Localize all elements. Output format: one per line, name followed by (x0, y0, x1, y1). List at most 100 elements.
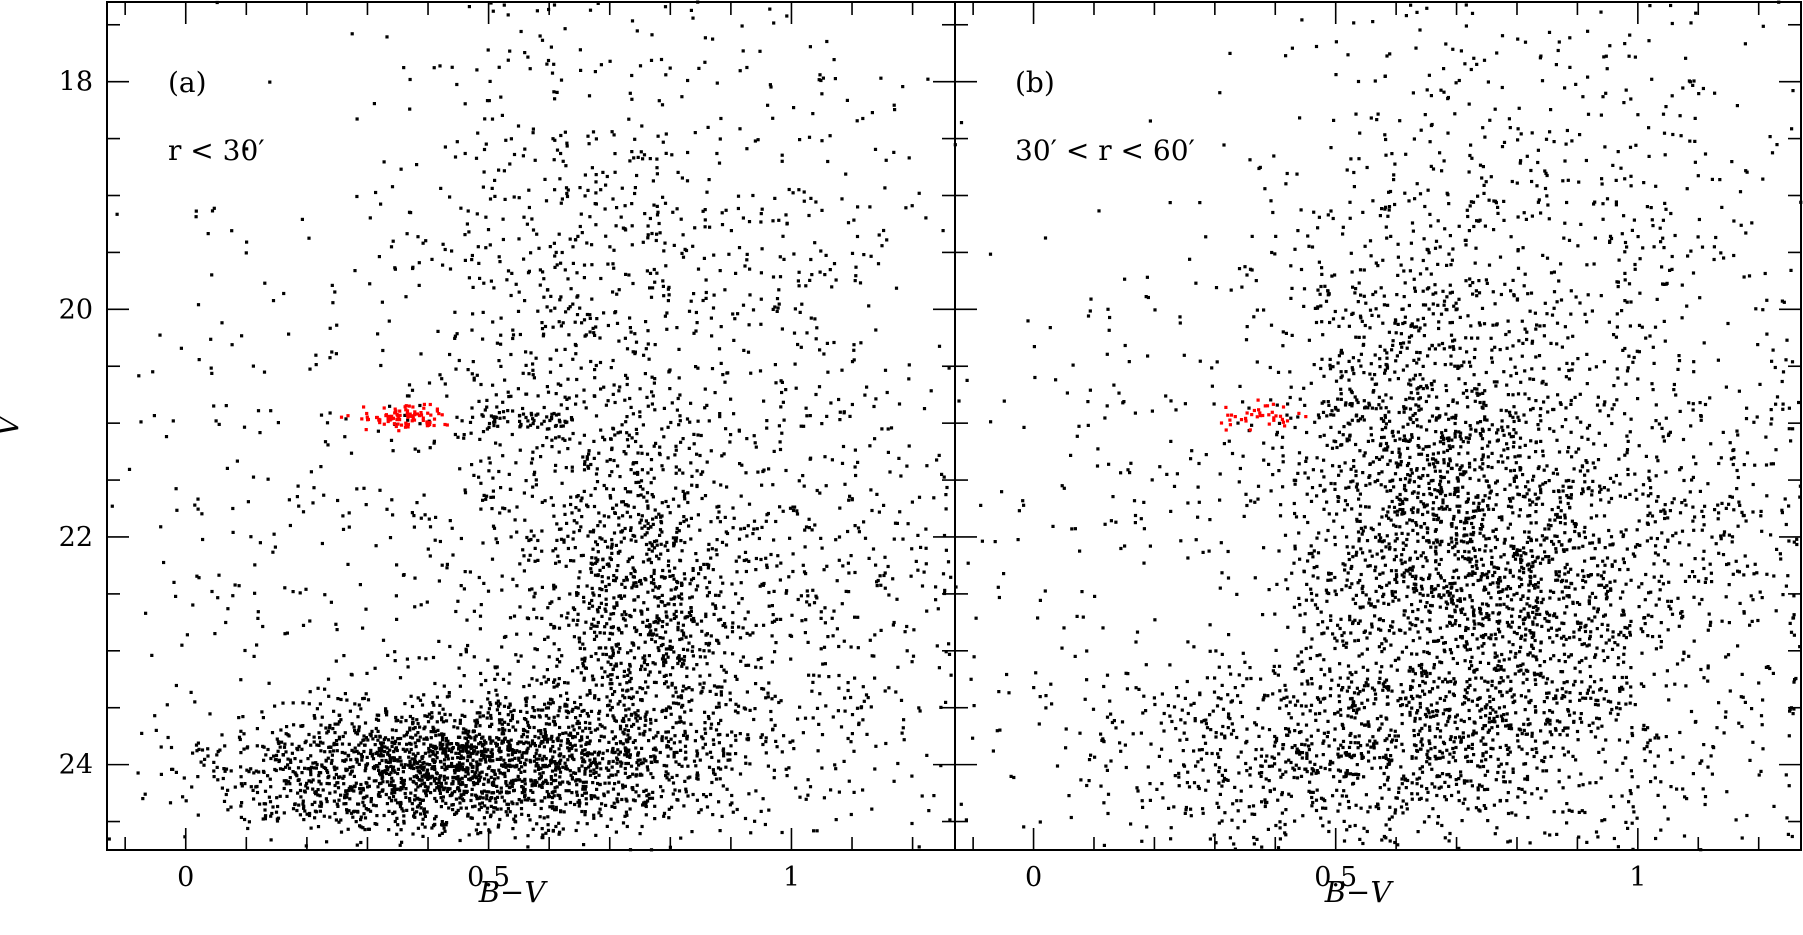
star-point (550, 801, 554, 805)
star-point (285, 631, 289, 635)
star-point (712, 293, 716, 297)
star-point (540, 529, 544, 533)
star-point (373, 764, 377, 768)
star-point (652, 582, 656, 586)
star-point (654, 620, 658, 624)
star-point (524, 350, 528, 354)
star-point (528, 725, 532, 729)
star-point (441, 742, 445, 746)
star-point (304, 784, 308, 788)
star-point (559, 537, 564, 541)
star-point (480, 770, 484, 774)
star-point (226, 788, 230, 792)
star-point (626, 444, 630, 448)
star-point (894, 690, 898, 694)
star-point (667, 559, 671, 563)
star-point (443, 768, 447, 772)
star-point (435, 751, 439, 755)
star-point (743, 264, 747, 268)
star-point (395, 816, 399, 820)
star-point (767, 467, 771, 471)
star-point (621, 730, 625, 734)
star-point (387, 753, 392, 757)
star-point (742, 526, 746, 530)
star-point (416, 738, 420, 742)
star-point (387, 809, 391, 813)
star-point (609, 678, 613, 682)
star-point (379, 752, 383, 756)
star-point (775, 297, 780, 301)
star-point (411, 752, 415, 756)
star-point (445, 745, 449, 749)
star-point (764, 519, 768, 523)
star-point (240, 801, 244, 805)
star-point (592, 593, 596, 597)
star-point (568, 800, 573, 805)
star-point (658, 453, 662, 457)
star-point (459, 536, 463, 541)
star-point (610, 646, 614, 650)
star-point (339, 718, 343, 722)
star-point (552, 685, 556, 689)
star-point (212, 775, 216, 779)
star-point (596, 610, 600, 614)
star-point (613, 782, 617, 786)
star-point (366, 738, 370, 742)
star-point (554, 824, 558, 829)
star-point (677, 504, 681, 508)
star-point (616, 642, 620, 646)
star-point (597, 811, 601, 815)
star-point (747, 559, 751, 563)
star-point (378, 772, 382, 776)
star-point (570, 465, 574, 469)
star-point (665, 764, 669, 768)
star-point (572, 635, 576, 639)
star-point (422, 737, 426, 741)
star-point (698, 655, 702, 659)
star-point (497, 718, 502, 722)
star-point (738, 732, 742, 736)
star-point (558, 420, 562, 424)
star-point (651, 495, 655, 499)
star-point (408, 777, 412, 781)
star-point (875, 580, 879, 584)
star-point (311, 787, 315, 791)
star-point (623, 618, 627, 622)
star-point (315, 743, 319, 747)
star-point (408, 714, 412, 719)
star-point (784, 213, 788, 217)
star-point (583, 813, 587, 817)
star-point (411, 832, 415, 836)
star-point (399, 828, 403, 832)
star-point (689, 578, 694, 582)
star-point (223, 769, 227, 773)
star-point (312, 766, 316, 770)
star-point (635, 29, 639, 33)
star-point (790, 613, 794, 617)
star-point (572, 771, 576, 775)
star-point (897, 402, 902, 406)
star-point (531, 706, 535, 710)
star-point (719, 718, 723, 722)
star-point (828, 268, 832, 272)
star-point (337, 720, 341, 724)
star-point (619, 764, 623, 768)
star-point (311, 778, 315, 782)
star-point (532, 715, 536, 719)
star-point (676, 625, 680, 629)
star-point (803, 528, 807, 532)
star-point (564, 767, 568, 771)
star-point (181, 795, 185, 799)
star-point (728, 698, 732, 702)
star-point (864, 693, 869, 697)
star-point (837, 535, 842, 539)
star-point (318, 702, 322, 706)
star-point (300, 724, 304, 728)
star-point (589, 570, 594, 574)
star-point (616, 702, 620, 706)
star-point (530, 677, 534, 681)
star-point (459, 794, 463, 798)
star-point (370, 729, 374, 733)
star-point (825, 564, 829, 568)
star-point (194, 215, 198, 219)
